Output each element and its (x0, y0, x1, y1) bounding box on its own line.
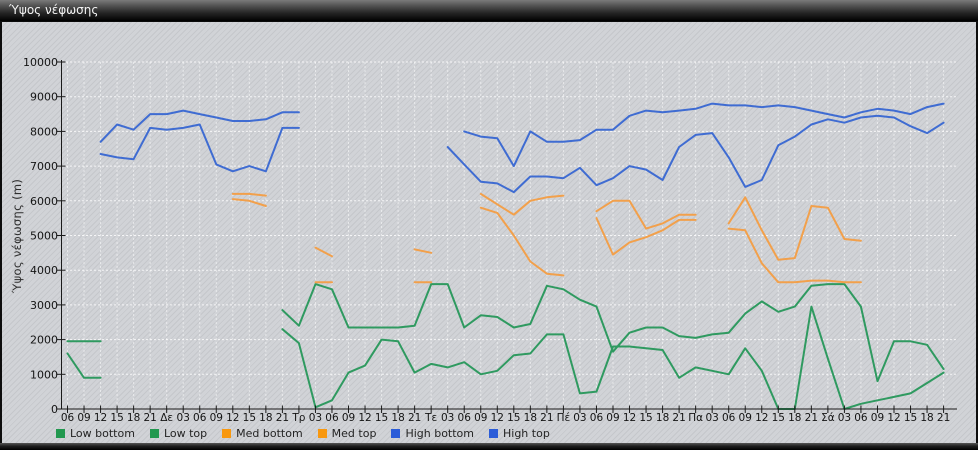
x-tick-label: 09 (77, 412, 90, 424)
window-title: Ύψος νέφωσης (9, 3, 99, 17)
x-tick-label: 12 (887, 412, 900, 424)
legend-swatch-icon (391, 429, 401, 438)
x-tick-label: 03 (705, 412, 718, 424)
x-tick-label: 18 (788, 412, 801, 424)
legend-item-med-top: Med top (317, 427, 377, 440)
legend-item-high-bottom: High bottom (391, 427, 474, 440)
x-tick-label: 21 (143, 412, 156, 424)
window-border-bottom (0, 443, 978, 450)
x-tick-label: 15 (507, 412, 520, 424)
x-tick-label: 21 (937, 412, 950, 424)
series-med-top (231, 192, 862, 261)
series-high-bottom (99, 114, 945, 194)
legend-swatch-icon (222, 429, 232, 438)
y-tick-label: 6000 (30, 195, 58, 208)
y-tick-label: 10000 (23, 56, 58, 69)
x-tick-label: 09 (606, 412, 619, 424)
window-border-right (976, 21, 978, 450)
x-tick-label: 12 (358, 412, 371, 424)
legend-swatch-icon (489, 429, 498, 438)
x-tick-label: 06 (193, 412, 207, 424)
title-bar: Ύψος νέφωσης (0, 0, 978, 21)
x-tick-label: 18 (391, 412, 404, 424)
legend-swatch-icon (149, 429, 159, 438)
x-tick-label: 09 (474, 412, 487, 424)
x-tick-label: 21 (672, 412, 685, 424)
y-tick-label: 8000 (30, 125, 58, 138)
y-tick-label: 9000 (30, 91, 58, 104)
x-tick-label: 18 (127, 412, 140, 424)
y-tick-label: 2000 (30, 334, 58, 347)
x-tick-label: 15 (904, 412, 917, 424)
x-tick-label: 18 (259, 412, 272, 424)
x-tick-label: 06 (590, 412, 604, 424)
series-low-top (66, 283, 945, 383)
y-axis-title: Ύψος νέφωσης (m) (10, 178, 24, 294)
legend-swatch-icon (317, 429, 327, 438)
y-tick-label: 3000 (30, 299, 58, 312)
legend-item-high-top: High top (489, 427, 550, 440)
x-tick-label: 06 (722, 412, 736, 424)
x-tick-label: 09 (210, 412, 223, 424)
x-tick-label: Τρ (291, 412, 305, 424)
x-tick-label: Δε (160, 412, 173, 424)
y-tick-label: 4000 (30, 264, 58, 277)
legend-label: Low bottom (70, 427, 135, 440)
x-tick-label: Πέ (557, 412, 571, 424)
x-tick-label: 21 (276, 412, 289, 424)
x-tick-label: 06 (854, 412, 868, 424)
y-tick-label: 7000 (30, 160, 58, 173)
x-tick-label: 03 (573, 412, 586, 424)
window-border-left (0, 21, 2, 450)
x-tick-label: 03 (309, 412, 322, 424)
x-tick-label: 03 (441, 412, 454, 424)
x-tick-label: Τε (424, 412, 437, 424)
y-tick-label: 0 (51, 403, 58, 416)
x-tick-label: 09 (871, 412, 884, 424)
x-tick-label: 15 (375, 412, 388, 424)
y-tick-label: 5000 (30, 230, 58, 243)
series-med-bottom (231, 198, 862, 284)
legend-label: Low top (163, 427, 208, 440)
series-low-bottom (66, 305, 945, 410)
x-tick-label: 18 (656, 412, 669, 424)
series-high-top (99, 102, 945, 168)
legend-label: High top (503, 427, 550, 440)
x-tick-label: 12 (94, 412, 107, 424)
x-tick-label: 21 (408, 412, 421, 424)
x-tick-label: 06 (61, 412, 75, 424)
x-tick-label: 03 (177, 412, 190, 424)
legend-label: Med bottom (236, 427, 303, 440)
legend: Low bottom Low top Med bottom Med top High b… (56, 427, 550, 440)
x-tick-label: 15 (243, 412, 256, 424)
legend-label: Med top (331, 427, 377, 440)
x-tick-label: 12 (755, 412, 768, 424)
x-tick-label: 21 (805, 412, 818, 424)
legend-item-low-bottom: Low bottom (56, 427, 135, 440)
legend-item-low-top: Low top (149, 427, 208, 440)
x-tick-label: Σά (821, 412, 835, 424)
x-tick-label: 12 (226, 412, 239, 424)
x-tick-label: 03 (838, 412, 851, 424)
x-tick-label: 18 (524, 412, 537, 424)
x-tick-label: 15 (772, 412, 785, 424)
x-tick-label: 06 (458, 412, 472, 424)
legend-item-med-bottom: Med bottom (222, 427, 303, 440)
legend-swatch-icon (56, 429, 65, 438)
x-tick-label: 12 (491, 412, 504, 424)
legend-label: High bottom (405, 427, 474, 440)
x-tick-label: 15 (639, 412, 652, 424)
x-tick-label: 12 (623, 412, 636, 424)
x-tick-label: 09 (342, 412, 355, 424)
x-tick-label: 09 (739, 412, 752, 424)
x-tick-label: 15 (110, 412, 123, 424)
x-tick-label: 21 (540, 412, 553, 424)
x-tick-label: Πα (688, 412, 703, 424)
x-tick-label: 06 (325, 412, 339, 424)
y-tick-label: 1000 (30, 368, 58, 381)
x-tick-label: 18 (920, 412, 933, 424)
